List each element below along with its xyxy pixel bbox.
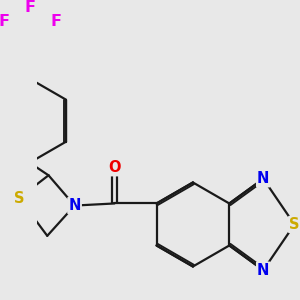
- Text: N: N: [257, 171, 269, 186]
- Text: S: S: [14, 190, 24, 206]
- Text: F: F: [50, 14, 61, 28]
- Text: O: O: [108, 160, 121, 175]
- Text: F: F: [24, 0, 35, 15]
- Text: S: S: [289, 217, 300, 232]
- Text: F: F: [0, 14, 9, 28]
- Text: N: N: [257, 263, 269, 278]
- Text: N: N: [68, 198, 81, 213]
